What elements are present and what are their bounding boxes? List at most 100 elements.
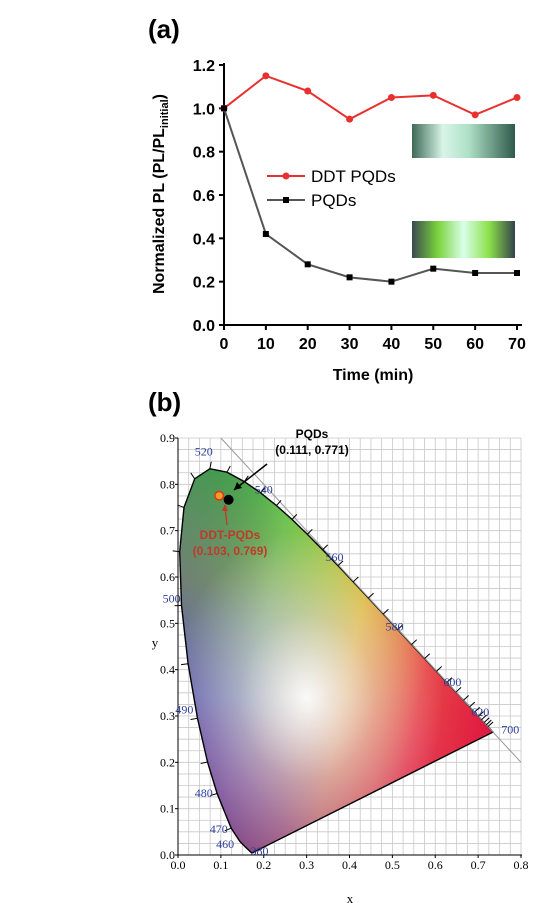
x-tick-label: 0.4 bbox=[342, 858, 357, 872]
legend-label-ddt: DDT PQDs bbox=[311, 167, 396, 186]
x-tick-label: 30 bbox=[341, 336, 359, 353]
annotation-ddt-name: DDT-PQDs bbox=[200, 528, 261, 542]
locus-tick bbox=[322, 544, 329, 551]
x-axis-label-a: Time (min) bbox=[333, 367, 414, 384]
y-tick-label: 0.2 bbox=[193, 275, 215, 292]
y-tick-label: 0.6 bbox=[193, 188, 215, 205]
y-tick-label: 0.7 bbox=[160, 524, 175, 538]
y-tick-label: 1.0 bbox=[193, 101, 215, 118]
locus-tick bbox=[483, 717, 490, 723]
locus-tick bbox=[181, 663, 189, 666]
y-tick-label: 0.6 bbox=[160, 570, 175, 584]
y-tick-label: 0.3 bbox=[160, 709, 175, 723]
data-point-pqds bbox=[514, 270, 520, 276]
annotation-pqds-name: PQDs bbox=[296, 427, 329, 441]
y-tick-label: 0.0 bbox=[193, 318, 215, 335]
locus-tick bbox=[352, 576, 359, 583]
x-tick-label: 0.1 bbox=[213, 858, 228, 872]
x-tick-label: 70 bbox=[508, 336, 526, 353]
x-tick-label: 0.0 bbox=[171, 858, 186, 872]
pl-stability-chart: (a) 0.0 0.2 0.4 0.6 0.8 1.0 1.2 0 10 20 30 40 50 60 7… bbox=[148, 14, 526, 384]
wavelength-label: 500 bbox=[163, 591, 181, 605]
locus-tick bbox=[306, 528, 313, 535]
locus-tick bbox=[424, 653, 431, 659]
y-tick-label: 0.8 bbox=[193, 145, 215, 162]
y-axis-label-b: y bbox=[152, 635, 159, 650]
y-tick-label: 0.9 bbox=[160, 431, 175, 445]
wavelength-label: 620 bbox=[471, 705, 489, 719]
spectral-locus bbox=[179, 468, 493, 853]
legend-label-pqds: PQDs bbox=[311, 191, 356, 210]
legend-a: DDT PQDs PQDs bbox=[267, 167, 396, 210]
wavelength-label: 480 bbox=[195, 786, 213, 800]
locus-tick bbox=[485, 719, 492, 726]
locus-tick bbox=[291, 514, 298, 520]
wavelength-label: 600 bbox=[443, 675, 461, 689]
wavelength-label: 380 bbox=[250, 844, 268, 858]
wavelength-label: 560 bbox=[325, 550, 343, 564]
locus-tick bbox=[210, 793, 218, 797]
panel-label-a: (a) bbox=[148, 14, 180, 44]
annotation-ddt-coords: (0.103, 0.769) bbox=[193, 544, 268, 558]
data-point-ddt-pqds bbox=[513, 94, 521, 101]
wavelength-label: 540 bbox=[255, 483, 273, 497]
data-point-pqds bbox=[346, 274, 353, 281]
x-tick-label: 20 bbox=[299, 336, 317, 353]
x-tick-label: 40 bbox=[383, 336, 401, 353]
y-ticks-a: 0.0 0.2 0.4 0.6 0.8 1.0 1.2 bbox=[193, 58, 224, 335]
data-point-pqds bbox=[388, 278, 395, 285]
locus-tick bbox=[190, 717, 198, 720]
locus-tick bbox=[276, 499, 282, 506]
data-point-ddt-pqds bbox=[346, 115, 354, 123]
x-tick-label: 0.5 bbox=[385, 858, 400, 872]
x-tick-label: 50 bbox=[424, 336, 442, 353]
annotation-pqds-coords: (0.111, 0.771) bbox=[275, 443, 348, 457]
locus-tick bbox=[260, 487, 266, 494]
panel-label-b: (b) bbox=[148, 387, 181, 417]
y-tick-label: 0.2 bbox=[160, 755, 175, 769]
data-point-ddt-pqds bbox=[304, 87, 312, 95]
x-tick-label: 0.8 bbox=[514, 858, 529, 872]
wavelength-label: 520 bbox=[195, 445, 213, 459]
data-point-ddt-pqds bbox=[262, 72, 270, 80]
locus-tick bbox=[436, 666, 442, 672]
locus-tick bbox=[446, 677, 453, 683]
data-point-ddt-pqds bbox=[471, 111, 479, 119]
locus-tick bbox=[487, 721, 494, 728]
x-tick-label: 10 bbox=[257, 336, 275, 353]
locus-tick bbox=[382, 608, 389, 615]
locus-tick bbox=[469, 701, 476, 708]
wavelength-label: 490 bbox=[175, 703, 193, 717]
series-line-ddt-pqds bbox=[223, 74, 518, 121]
locus-tick bbox=[481, 714, 487, 721]
data-point-pqds bbox=[221, 105, 227, 112]
y-tick-label: 0.4 bbox=[193, 231, 215, 248]
x-tick-label: 0 bbox=[220, 336, 229, 353]
locus-tick bbox=[463, 695, 469, 701]
wavelength-label: 460 bbox=[216, 837, 234, 851]
locus-tick bbox=[474, 707, 480, 713]
y-tick-label: 0.1 bbox=[160, 802, 175, 816]
x-ticks-b: 0.0 0.1 0.2 0.3 0.4 0.5 0.6 0.7 0.8 bbox=[171, 855, 529, 872]
chromaticity-points bbox=[214, 490, 234, 505]
locus-tick bbox=[172, 550, 180, 553]
y-tick-label: 0.4 bbox=[160, 663, 175, 677]
data-point-pqds bbox=[304, 261, 311, 268]
locus-tick bbox=[455, 687, 462, 693]
x-tick-label: 0.7 bbox=[471, 858, 486, 872]
wavelength-label: 470 bbox=[210, 822, 228, 836]
locus-tick bbox=[226, 465, 231, 473]
data-point-pqds bbox=[472, 270, 479, 276]
locus-tick bbox=[397, 624, 404, 630]
x-tick-label: 0.3 bbox=[299, 858, 314, 872]
y-tick-label: 0.8 bbox=[160, 477, 175, 491]
y-ticks-b: 0.0 0.1 0.2 0.3 0.4 0.5 0.6 0.7 0.8 0.9 bbox=[160, 431, 178, 862]
wavelength-label: 580 bbox=[386, 619, 404, 633]
locus-tick bbox=[368, 592, 374, 599]
y-axis-label-a: Normalized PL (PL/PLinitial) bbox=[151, 94, 171, 294]
data-point-pqds bbox=[430, 265, 437, 272]
annotation-ddt: DDT-PQDs (0.103, 0.769) bbox=[193, 504, 268, 558]
series-line-pqds bbox=[223, 108, 517, 283]
